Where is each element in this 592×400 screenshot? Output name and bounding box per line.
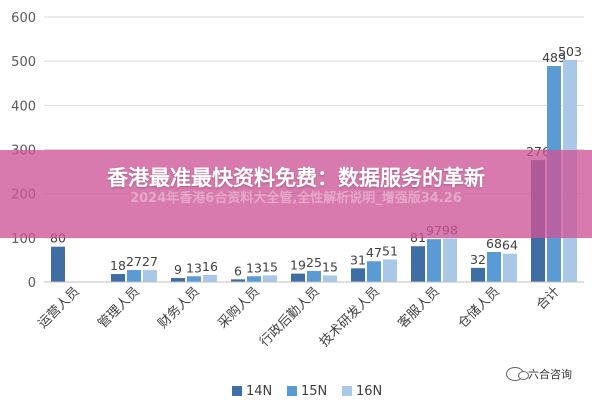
legend-label: 15N [301, 384, 327, 399]
y-tick-label: 400 [11, 99, 36, 114]
y-tick-label: 600 [11, 11, 36, 26]
data-label: 15 [262, 259, 278, 274]
category-label: 仓储人员 [455, 284, 502, 331]
data-label: 47 [366, 245, 382, 260]
bar-16N [263, 275, 277, 282]
category-label: 技术研发人员 [316, 284, 382, 350]
data-label: 64 [502, 238, 518, 253]
data-label: 9 [174, 262, 182, 277]
category-label: 合计 [534, 284, 563, 313]
category-label: 行政后勤人员 [257, 284, 323, 350]
bar-14N [231, 279, 245, 282]
category-label: 采购人员 [215, 284, 263, 332]
data-label: 489 [542, 50, 566, 65]
legend-label: 16N [356, 384, 382, 399]
bar-16N [143, 270, 157, 282]
data-label: 16 [202, 259, 218, 274]
bar-16N [503, 253, 517, 282]
banner-title: 香港最准最快资料免费：数据服务的革新 [107, 166, 485, 190]
bar-15N [307, 270, 321, 282]
bar-15N [127, 270, 141, 282]
data-label: 19 [290, 258, 306, 273]
data-label: 25 [306, 255, 322, 270]
bar-14N [171, 278, 185, 282]
bar-15N [427, 239, 441, 282]
data-label: 27 [142, 254, 158, 269]
data-label: 13 [186, 260, 202, 275]
bar-14N [411, 246, 425, 282]
bar-16N [323, 275, 337, 282]
data-label: 15 [322, 259, 338, 274]
category-label: 客服人员 [395, 284, 443, 332]
bar-14N [51, 246, 65, 282]
legend-swatch-16N [342, 386, 352, 396]
bar-16N [443, 238, 457, 282]
data-label: 27 [126, 254, 142, 269]
data-label: 68 [486, 236, 502, 251]
category-label: 管理人员 [95, 284, 142, 331]
bar-14N [471, 267, 485, 282]
bar-15N [247, 276, 261, 282]
data-label: 32 [470, 252, 486, 267]
banner-subtitle: 2024年香港6合资料大全管,全性解析说明_增强版34.26 [130, 191, 462, 206]
bar-16N [203, 274, 217, 282]
overlay-banner [0, 150, 592, 238]
bar-16N [383, 259, 397, 282]
data-label: 503 [558, 44, 582, 59]
category-label: 财务人员 [155, 284, 203, 332]
data-label: 13 [246, 260, 262, 275]
category-label: 运营人员 [35, 284, 82, 331]
y-tick-label: 500 [11, 55, 36, 70]
legend-swatch-15N [287, 386, 297, 396]
wechat-icon [506, 367, 529, 381]
legend-swatch-14N [232, 386, 242, 396]
data-label: 18 [110, 258, 126, 273]
bar-15N [487, 251, 501, 282]
bar-15N [367, 261, 381, 282]
data-label: 6 [234, 263, 242, 278]
data-label: 51 [382, 243, 398, 258]
bar-15N [187, 276, 201, 282]
y-tick-label: 0 [28, 276, 36, 291]
bar-14N [111, 274, 125, 282]
bar-14N [291, 273, 305, 282]
watermark: 六合咨询 [506, 366, 572, 382]
data-label: 31 [350, 252, 366, 267]
watermark-text: 六合咨询 [528, 368, 572, 381]
legend-label: 14N [246, 384, 272, 399]
bar-14N [351, 268, 365, 282]
